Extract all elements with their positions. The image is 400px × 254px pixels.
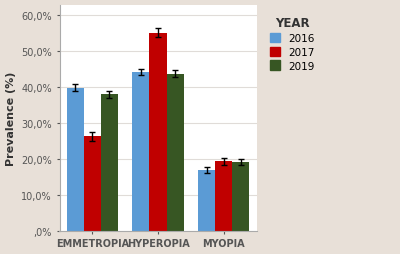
Bar <box>84 137 101 231</box>
Bar <box>166 74 184 231</box>
Bar <box>198 170 215 231</box>
Bar <box>150 34 166 231</box>
Bar <box>232 162 249 231</box>
Bar <box>67 89 84 231</box>
Y-axis label: Prevalence (%): Prevalence (%) <box>6 71 16 165</box>
Bar <box>132 73 150 231</box>
Bar <box>215 162 232 231</box>
Legend: 2016, 2017, 2019: 2016, 2017, 2019 <box>264 11 321 77</box>
Bar <box>101 95 118 231</box>
